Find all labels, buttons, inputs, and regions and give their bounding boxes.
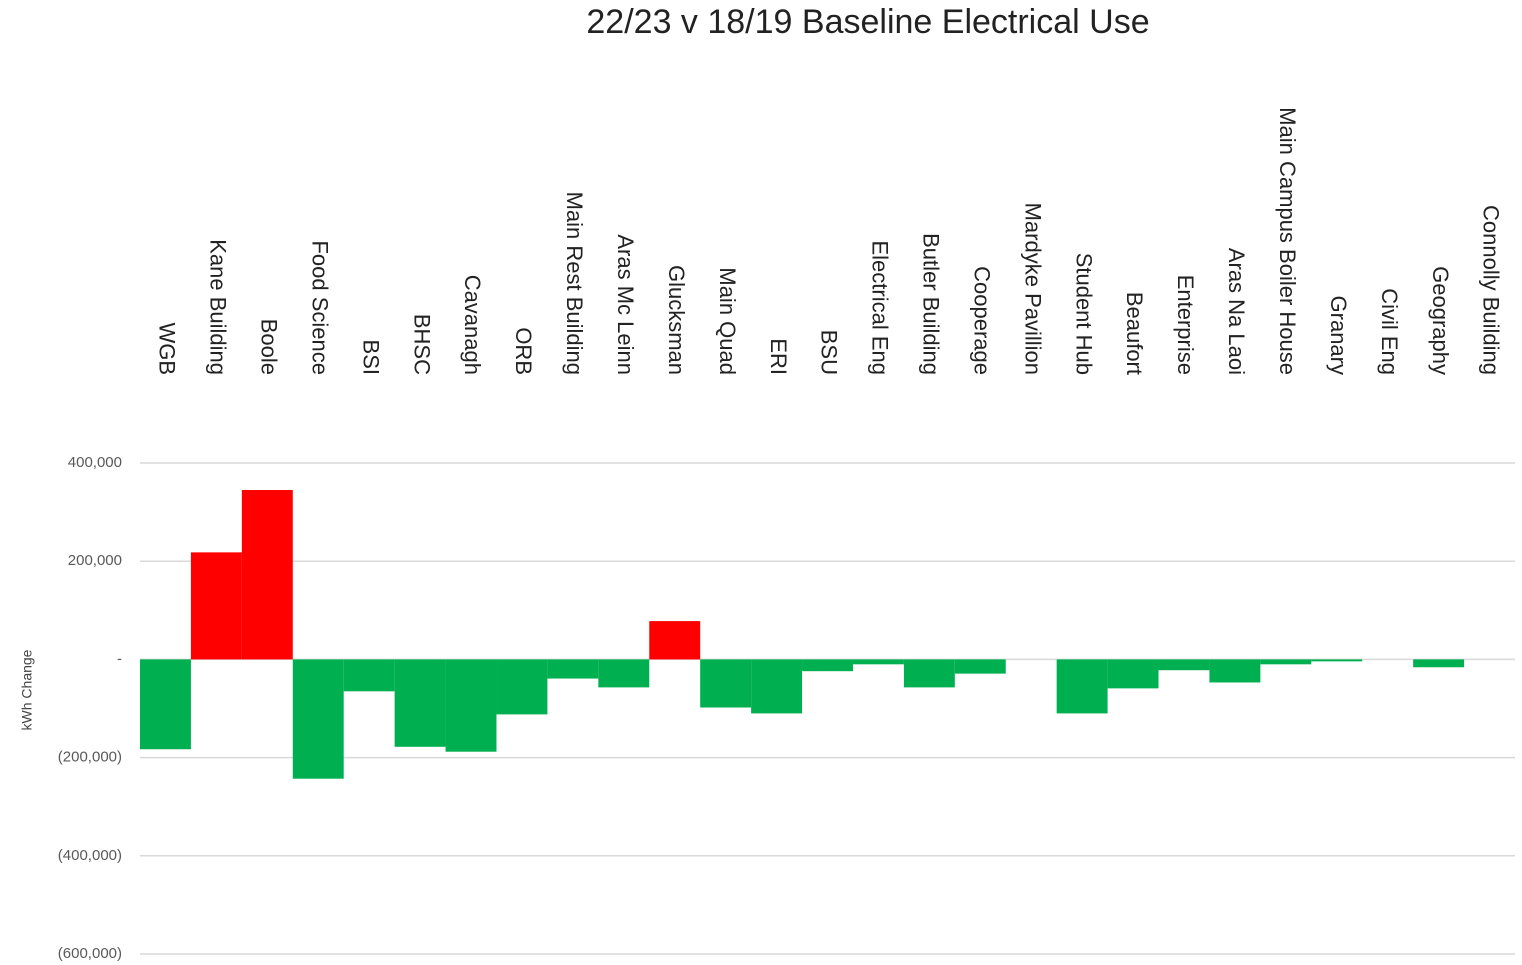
x-tick-label: Mardyke Pavillion bbox=[1020, 203, 1045, 375]
x-tick-label: BSU bbox=[817, 330, 842, 375]
bar bbox=[700, 659, 752, 708]
x-tick-label: Enterprise bbox=[1173, 275, 1198, 375]
bar bbox=[547, 659, 599, 679]
bar bbox=[903, 659, 955, 688]
bar bbox=[1413, 659, 1465, 668]
x-tick-label: BHSC bbox=[409, 314, 434, 375]
x-tick-label: Main Quad bbox=[715, 267, 740, 375]
x-tick-label: Cooperage bbox=[969, 266, 994, 375]
y-axis-label: kWh Change bbox=[19, 649, 35, 730]
x-tick-label: Main Rest Building bbox=[562, 192, 587, 375]
x-tick-label: Aras Mc Leinn bbox=[613, 234, 638, 375]
x-tick-label: Butler Building bbox=[919, 233, 944, 375]
x-tick-label: Cavanagh bbox=[460, 275, 485, 375]
bar bbox=[1260, 659, 1312, 665]
bar bbox=[445, 659, 497, 752]
y-tick-label: (200,000) bbox=[58, 749, 122, 766]
x-tick-label: Aras Na Laoi bbox=[1224, 248, 1249, 375]
bar bbox=[1209, 659, 1261, 683]
x-tick-label: Boole bbox=[257, 319, 282, 375]
x-tick-label: Electrical Eng bbox=[868, 240, 893, 375]
bar bbox=[649, 621, 701, 660]
x-tick-label: Connolly Building bbox=[1479, 205, 1504, 375]
bar bbox=[751, 659, 803, 714]
x-tick-label: Food Science bbox=[307, 240, 332, 375]
y-tick-label: (600,000) bbox=[58, 945, 122, 962]
bar bbox=[394, 659, 446, 747]
x-tick-label: Beaufort bbox=[1122, 292, 1147, 375]
bar bbox=[140, 659, 191, 750]
bar bbox=[598, 659, 650, 688]
bar bbox=[1311, 659, 1363, 662]
bar bbox=[343, 659, 395, 692]
y-tick-label: (400,000) bbox=[58, 847, 122, 864]
y-tick-label: 400,000 bbox=[68, 454, 122, 471]
x-tick-label: ORB bbox=[511, 327, 536, 375]
x-tick-label: WGB bbox=[155, 322, 180, 375]
x-tick-label: BSI bbox=[358, 340, 383, 375]
x-tick-label: Glucksman bbox=[664, 265, 689, 375]
x-tick-label: Granary bbox=[1326, 296, 1351, 375]
x-tick-label: Main Campus Boiler House bbox=[1275, 107, 1300, 375]
bar bbox=[802, 659, 853, 672]
bar bbox=[241, 490, 293, 660]
bar bbox=[190, 552, 242, 660]
bar bbox=[292, 659, 344, 779]
chart-title: 22/23 v 18/19 Baseline Electrical Use bbox=[586, 3, 1149, 41]
bar bbox=[1107, 659, 1159, 689]
bar bbox=[852, 659, 904, 665]
y-tick-label: 200,000 bbox=[68, 552, 122, 569]
x-tick-label: Geography bbox=[1428, 266, 1453, 375]
y-tick-label: - bbox=[117, 650, 122, 667]
x-tick-label: Kane Building bbox=[206, 239, 231, 375]
bar bbox=[1056, 659, 1108, 714]
bar bbox=[1158, 659, 1210, 671]
x-tick-label: ERI bbox=[766, 338, 791, 375]
x-tick-label: Student Hub bbox=[1071, 253, 1096, 375]
bar bbox=[496, 659, 548, 715]
x-tick-label: Civil Eng bbox=[1377, 288, 1402, 375]
bar bbox=[954, 659, 1006, 674]
